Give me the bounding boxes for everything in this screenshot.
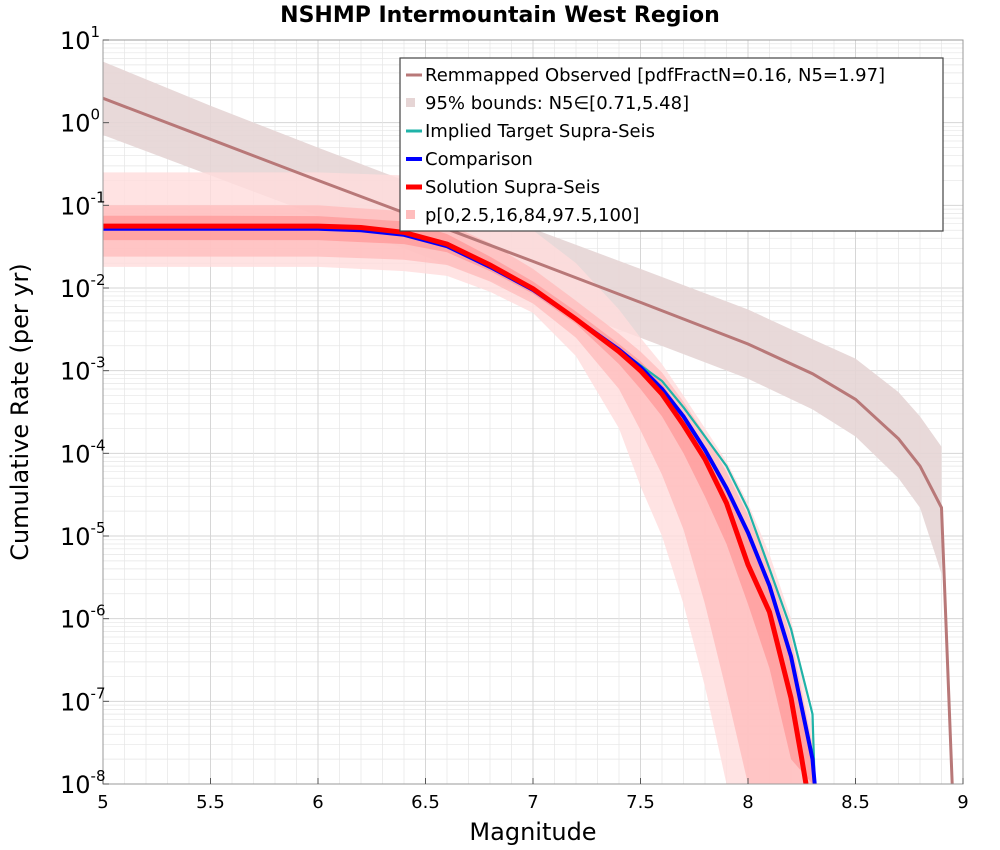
y-tick-base: 10 (60, 358, 91, 386)
y-axis-label: Cumulative Rate (per yr) (6, 263, 34, 561)
x-tick-label: 5.5 (196, 792, 225, 813)
y-tick-exponent: -7 (91, 684, 106, 702)
legend-swatch (406, 210, 415, 219)
y-tick-label: 10-4 (60, 436, 106, 468)
y-tick-exponent: -4 (91, 436, 106, 454)
y-tick-exponent: 1 (91, 23, 101, 41)
chart-title: NSHMP Intermountain West Region (280, 3, 720, 28)
y-tick-exponent: -3 (91, 354, 106, 372)
percentile-band-16-84 (103, 215, 813, 784)
y-tick-exponent: 0 (91, 106, 101, 124)
y-tick-base: 10 (60, 440, 91, 468)
y-tick-exponent: -6 (91, 602, 106, 620)
legend-label: Remmapped Observed [pdfFractN=0.16, N5=1… (425, 65, 885, 86)
y-tick-base: 10 (60, 771, 91, 799)
y-tick-exponent: -5 (91, 519, 106, 537)
solution-line (103, 223, 809, 784)
y-tick-base: 10 (60, 110, 91, 138)
y-tick-label: 101 (60, 23, 100, 55)
x-axis-label: Magnitude (469, 818, 596, 846)
y-tick-exponent: -8 (91, 767, 106, 785)
legend-label: Solution Supra-Seis (425, 177, 600, 198)
y-tick-exponent: -1 (91, 188, 106, 206)
y-tick-base: 10 (60, 688, 91, 716)
y-tick-base: 10 (60, 192, 91, 220)
x-tick-label: 8.5 (841, 792, 870, 813)
y-tick-label: 10-3 (60, 354, 106, 386)
percentile-band-2.5-97.5 (103, 205, 813, 784)
y-tick-base: 10 (60, 523, 91, 551)
x-tick-label: 6 (312, 792, 323, 813)
x-tick-label: 8 (742, 792, 753, 813)
legend-label: Implied Target Supra-Seis (425, 121, 655, 142)
x-tick-label: 9 (957, 792, 968, 813)
x-tick-label: 5 (97, 792, 108, 813)
y-tick-base: 10 (60, 606, 91, 634)
plot-area (103, 61, 954, 784)
y-tick-base: 10 (60, 275, 91, 303)
y-tick-label: 10-8 (60, 767, 106, 799)
x-tick-label: 6.5 (411, 792, 440, 813)
legend-label: Comparison (425, 149, 533, 170)
y-tick-base: 10 (60, 27, 91, 55)
legend-box (399, 57, 944, 232)
observed-line (103, 96, 954, 784)
y-tick-label: 10-1 (60, 188, 106, 220)
legend-swatch (406, 98, 415, 107)
x-axis: 5 5.5 6 6.5 7 7.5 8 8.5 9 (97, 778, 969, 813)
y-tick-label: 100 (60, 106, 100, 138)
y-tick-label: 10-6 (60, 602, 106, 634)
y-tick-label: 10-7 (60, 684, 106, 716)
legend: Remmapped Observed [pdfFractN=0.16, N5=1… (399, 57, 944, 232)
x-tick-label: 7 (527, 792, 538, 813)
y-tick-label: 10-2 (60, 271, 106, 303)
x-tick-label: 7.5 (626, 792, 655, 813)
legend-label: p[0,2.5,16,84,97.5,100] (425, 205, 639, 226)
legend-label: 95% bounds: N5∈[0.71,5.48] (425, 93, 689, 114)
y-tick-exponent: -2 (91, 271, 106, 289)
y-tick-label: 10-5 (60, 519, 106, 551)
